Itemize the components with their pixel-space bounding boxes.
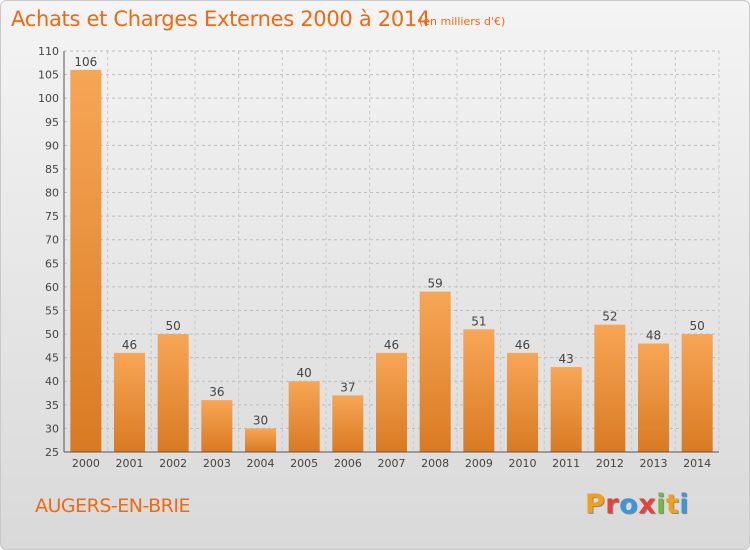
bar: [201, 400, 233, 452]
town-name: AUGERS-EN-BRIE: [35, 495, 191, 517]
data-labels: 106 46 50 36 30 40 37 46 59 51 46 43 52 48 50: [74, 55, 704, 428]
data-label: 48: [646, 328, 661, 342]
x-tick-label: 2013: [640, 457, 668, 470]
data-label: 43: [559, 352, 574, 366]
logo-letter: t: [665, 489, 680, 520]
y-tick-label: 35: [45, 399, 59, 412]
y-tick-label: 50: [45, 328, 59, 341]
bar: [70, 69, 102, 452]
bar: [681, 334, 713, 452]
data-label: 51: [471, 314, 486, 328]
x-tick-label: 2010: [509, 457, 537, 470]
bar: [463, 329, 495, 452]
logo-letter: i: [656, 489, 666, 520]
data-label: 46: [122, 338, 137, 352]
y-tick-label: 110: [38, 45, 59, 58]
bars: [70, 69, 713, 452]
x-tick-label: 2011: [552, 457, 580, 470]
logo-letter: o: [619, 489, 639, 520]
proxiti-logo: Proxiti: [585, 489, 689, 520]
x-tick-label: 2000: [72, 457, 100, 470]
x-tick-label: 2001: [116, 457, 144, 470]
x-tick-label: 2007: [378, 457, 406, 470]
chart-title: Achats et Charges Externes 2000 à 2014: [11, 7, 431, 31]
data-label: 52: [602, 310, 617, 324]
data-label: 50: [690, 319, 705, 333]
y-tick-label: 105: [38, 69, 59, 82]
y-tick-label: 100: [38, 92, 59, 105]
y-tick-label: 25: [45, 446, 59, 459]
logo-letter: x: [638, 489, 657, 520]
x-tick-label: 2006: [334, 457, 362, 470]
data-label: 50: [166, 319, 181, 333]
x-tick-label: 2003: [203, 457, 231, 470]
data-label: 40: [297, 366, 312, 380]
bar: [507, 352, 538, 452]
bar: [245, 428, 276, 452]
data-label: 46: [515, 338, 530, 352]
data-label: 30: [253, 413, 268, 427]
data-label: 36: [209, 385, 224, 399]
y-tick-label: 85: [45, 163, 59, 176]
bar: [157, 334, 189, 452]
y-tick-label: 90: [45, 139, 59, 152]
x-tick-label: 2002: [159, 457, 187, 470]
logo-letter: i: [679, 489, 690, 520]
y-tick-label: 60: [45, 281, 59, 294]
y-tick-label: 95: [45, 116, 59, 129]
data-label: 59: [428, 277, 443, 291]
x-tick-label: 2012: [596, 457, 624, 470]
x-tick-label: 2004: [247, 457, 275, 470]
data-label: 106: [74, 55, 97, 69]
y-tick-label: 75: [45, 210, 59, 223]
bar: [288, 381, 320, 452]
x-tick-label: 2014: [683, 457, 711, 470]
data-label: 46: [384, 338, 399, 352]
y-tick-label: 45: [45, 352, 59, 365]
logo-letter: r: [605, 489, 620, 520]
x-tick-label: 2005: [290, 457, 318, 470]
bar: [114, 352, 145, 452]
bar: [419, 291, 451, 452]
y-tick-label: 30: [45, 422, 59, 435]
y-tick-label: 80: [45, 187, 59, 200]
x-tick-label: 2009: [465, 457, 493, 470]
bar: [638, 343, 669, 452]
bar: [376, 352, 407, 452]
y-tick-label: 40: [45, 375, 59, 388]
y-tick-label: 65: [45, 257, 59, 270]
logo-letter: P: [585, 489, 606, 520]
y-tick-label: 55: [45, 304, 59, 317]
x-tick-label: 2008: [421, 457, 449, 470]
bar: [550, 367, 582, 452]
bar: [332, 395, 364, 452]
bar: [594, 324, 626, 452]
y-tick-label: 70: [45, 234, 59, 247]
chart-subtitle: (en milliers d'€): [419, 15, 506, 28]
data-label: 37: [340, 380, 355, 394]
axes: 25 30 35 40 45 50 55 60 65 70 75 80 85 90 95 100 105 110 2…: [38, 45, 719, 470]
